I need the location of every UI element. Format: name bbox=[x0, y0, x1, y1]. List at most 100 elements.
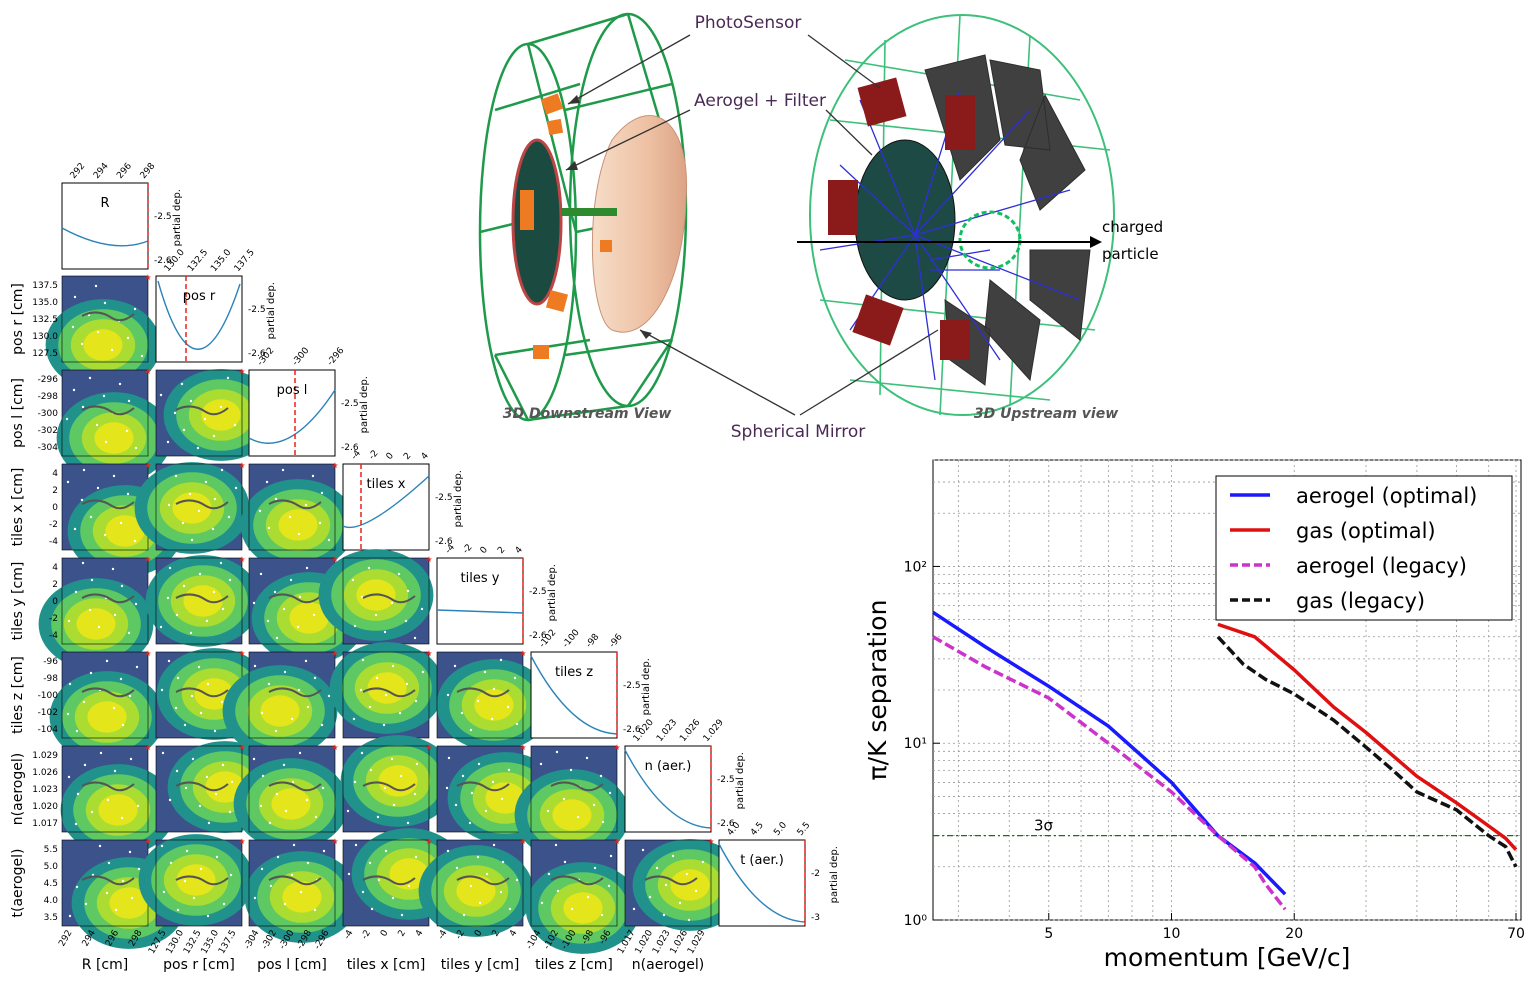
x-tick-label: 20 bbox=[1285, 926, 1303, 942]
sample-point bbox=[390, 757, 394, 761]
sample-point bbox=[453, 664, 457, 668]
diag-title: pos r bbox=[183, 289, 216, 304]
partial-dep-label: partial dep. bbox=[829, 846, 840, 903]
sample-point bbox=[413, 636, 417, 640]
row-tick-label: -300 bbox=[38, 409, 59, 419]
best-point-star: ★ bbox=[238, 837, 245, 846]
sample-point bbox=[261, 774, 265, 778]
row-tick-label: 5.5 bbox=[44, 845, 58, 855]
sample-point bbox=[190, 538, 194, 542]
sample-point bbox=[297, 688, 301, 692]
sample-point bbox=[88, 608, 92, 612]
row-tick-label: -102 bbox=[38, 708, 58, 718]
sample-point bbox=[282, 763, 286, 767]
row-tick-label: 135.0 bbox=[32, 298, 58, 308]
sample-point bbox=[219, 561, 223, 565]
sample-point bbox=[547, 872, 551, 876]
sample-point bbox=[298, 751, 302, 755]
contour-level bbox=[183, 585, 223, 617]
row-tick-label: -298 bbox=[38, 392, 59, 402]
sample-point bbox=[221, 607, 225, 611]
diag-panel-frame bbox=[61, 182, 149, 270]
row-tick-label: 1.017 bbox=[32, 819, 58, 829]
contour-panel-frame bbox=[436, 839, 524, 927]
diag-title: pos l bbox=[277, 383, 308, 398]
contour-panel-frame bbox=[61, 369, 149, 457]
sample-point bbox=[107, 861, 111, 865]
sample-point bbox=[304, 503, 308, 507]
sample-point bbox=[299, 890, 303, 894]
row-axis-label: tiles x [cm] bbox=[10, 468, 26, 547]
sample-point bbox=[306, 705, 310, 709]
sample-point bbox=[212, 590, 216, 594]
sample-point bbox=[281, 468, 285, 472]
sample-point bbox=[470, 791, 474, 795]
x-tick-label: 10 bbox=[1163, 926, 1181, 942]
contour-level bbox=[76, 608, 116, 640]
top-tick-label: 5.0 bbox=[772, 820, 789, 838]
row-tick-label: -302 bbox=[38, 426, 58, 436]
sample-point bbox=[314, 815, 318, 819]
sample-point bbox=[228, 578, 232, 582]
top-tick-label: 137.5 bbox=[233, 248, 257, 274]
sample-point bbox=[190, 694, 194, 698]
sample-point bbox=[133, 307, 137, 311]
row-tick-label: 4.5 bbox=[44, 879, 58, 889]
sample-point bbox=[183, 723, 187, 727]
bottom-tick-label: -2 bbox=[360, 929, 373, 942]
optimization-trace bbox=[175, 781, 229, 792]
bottom-tick-label: -302 bbox=[260, 929, 279, 952]
col-axis-label: tiles z [cm] bbox=[535, 957, 613, 973]
sample-point bbox=[227, 515, 231, 519]
partial-dep-label: partial dep. bbox=[547, 564, 558, 621]
diag-panel-frame bbox=[718, 839, 806, 927]
sample-point bbox=[361, 658, 365, 662]
sample-point bbox=[368, 705, 372, 709]
sample-point bbox=[283, 670, 287, 674]
sample-point bbox=[607, 884, 611, 888]
sample-point bbox=[81, 561, 85, 565]
sample-point bbox=[83, 763, 87, 767]
legend-label: aerogel (optimal) bbox=[1296, 484, 1477, 508]
row-tick-label: 1.023 bbox=[32, 785, 58, 795]
sample-point bbox=[174, 706, 178, 710]
top-tick-label: 294 bbox=[92, 161, 111, 181]
contour-level bbox=[552, 799, 592, 831]
contour-level bbox=[563, 892, 603, 924]
best-point-star: ★ bbox=[331, 649, 338, 658]
sample-point bbox=[166, 440, 170, 444]
sample-point bbox=[477, 762, 481, 766]
legend-label: gas (legacy) bbox=[1296, 589, 1425, 613]
sample-point bbox=[166, 596, 170, 600]
bottom-tick-label: -304 bbox=[243, 928, 262, 951]
bottom-tick-label: 292 bbox=[57, 929, 74, 949]
sample-point bbox=[126, 336, 130, 340]
diag-tick-label: -2.5 bbox=[529, 587, 547, 597]
top-tick-label: 2 bbox=[402, 451, 413, 462]
sample-point bbox=[252, 601, 256, 605]
diag-tick-label: -2.6 bbox=[341, 443, 359, 453]
contour-panel-frame bbox=[61, 651, 149, 739]
diag-tick-label: -2.5 bbox=[623, 681, 641, 691]
sample-point bbox=[377, 878, 381, 882]
y-tick-label: 10¹ bbox=[904, 736, 927, 752]
sample-point bbox=[206, 682, 210, 686]
best-point-star: ★ bbox=[331, 555, 338, 564]
col-axis-label: tiles y [cm] bbox=[441, 957, 520, 973]
contour-panel-frame bbox=[248, 463, 336, 551]
contour-level bbox=[94, 422, 134, 454]
optimization-trace bbox=[175, 687, 229, 698]
sample-point bbox=[556, 889, 560, 893]
sample-point bbox=[71, 325, 75, 329]
sample-point bbox=[105, 659, 109, 663]
sample-point bbox=[492, 843, 496, 847]
sample-point bbox=[415, 762, 419, 766]
sample-point bbox=[89, 515, 93, 519]
top-tick-label: -100 bbox=[561, 628, 582, 650]
contour-level bbox=[260, 695, 300, 727]
sample-point bbox=[384, 849, 388, 853]
sample-point bbox=[184, 786, 188, 790]
top-tick-label: 5.5 bbox=[796, 821, 813, 838]
sample-point bbox=[507, 768, 511, 772]
top-tick-label: -98 bbox=[584, 632, 601, 650]
